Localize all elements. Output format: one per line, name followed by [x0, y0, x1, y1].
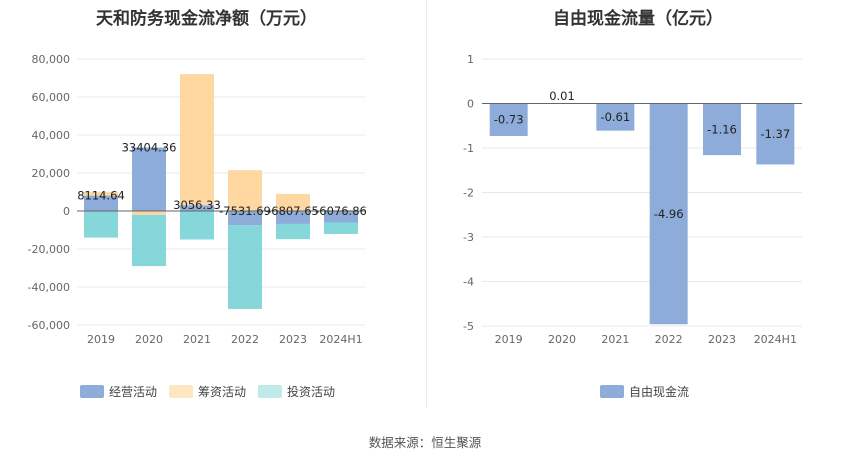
- x-tick-label: 2022: [655, 333, 683, 346]
- data-label: 33404.36: [122, 141, 177, 155]
- data-label: -0.61: [600, 110, 630, 124]
- bar-free-cash-flow-2023: [703, 103, 741, 156]
- bar-investing-2022: [228, 225, 262, 309]
- data-label: 0.01: [549, 89, 575, 103]
- bar-investing-2024H1: [324, 222, 358, 234]
- bar-financing-2023: [276, 193, 310, 211]
- y-tick-label: 1: [467, 53, 474, 66]
- y-tick-label: -1: [463, 142, 474, 155]
- bar-free-cash-flow-2019: [489, 103, 528, 136]
- data-label: -0.73: [494, 113, 524, 127]
- legend-label-operating: 经营活动: [109, 385, 158, 399]
- legend-label-financing: 筹资活动: [198, 385, 247, 399]
- bar-financing-2021: [180, 74, 214, 206]
- y-tick-label: -3: [463, 231, 474, 244]
- x-tick-label: 2023: [708, 333, 736, 346]
- x-tick-label: 2020: [548, 333, 576, 346]
- y-tick-label: -4: [463, 276, 474, 289]
- data-source: 数据来源：恒生聚源: [368, 435, 482, 450]
- bar-operating-2021: [180, 205, 214, 211]
- y-tick-label: 20,000: [32, 167, 71, 180]
- data-label: -6076.86: [315, 204, 367, 218]
- bar-operating-2019: [84, 195, 118, 211]
- legend-swatch-free-cash-flow: [600, 385, 624, 398]
- x-tick-label: 2019: [495, 333, 523, 346]
- bar-free-cash-flow-2021: [596, 103, 635, 131]
- y-tick-label: -20,000: [28, 243, 70, 256]
- y-tick-label: 60,000: [32, 91, 71, 104]
- legend-item-operating[interactable]: 经营活动: [80, 383, 157, 400]
- x-tick-label: 2024H1: [754, 333, 797, 346]
- bar-financing-2019: [84, 191, 118, 196]
- bar-investing-2019: [84, 211, 118, 238]
- data-label: -1.37: [760, 127, 790, 141]
- y-tick-label: 0: [63, 205, 70, 218]
- legend-item-investing[interactable]: 投资活动: [258, 383, 335, 400]
- legend-swatch-operating: [80, 385, 104, 398]
- bar-operating-2020: [132, 147, 166, 211]
- data-label: 3056.33: [173, 198, 221, 212]
- x-tick-label: 2023: [279, 333, 307, 346]
- left-chart-title: 天和防务现金流净额（万元）: [96, 9, 317, 29]
- x-tick-label: 2019: [87, 333, 115, 346]
- bar-financing-2020: [132, 211, 166, 215]
- legend-swatch-financing: [169, 385, 193, 398]
- y-tick-label: 40,000: [32, 129, 71, 142]
- x-tick-label: 2020: [135, 333, 163, 346]
- y-tick-label: -60,000: [28, 319, 70, 332]
- panel-divider: [426, 0, 427, 408]
- bar-free-cash-flow-2024H1: [756, 103, 795, 165]
- x-tick-label: 2021: [183, 333, 211, 346]
- legend-swatch-investing: [258, 385, 282, 398]
- data-label: -1.16: [707, 122, 737, 136]
- bar-investing-2021: [180, 211, 214, 240]
- data-label: -4.96: [654, 207, 684, 221]
- bar-operating-2022: [228, 211, 262, 226]
- bar-financing-2022: [228, 170, 262, 211]
- y-tick-label: -40,000: [28, 281, 70, 294]
- x-tick-label: 2021: [601, 333, 629, 346]
- y-tick-label: -2: [463, 187, 474, 200]
- x-tick-label: 2024H1: [319, 333, 362, 346]
- bar-investing-2023: [276, 223, 310, 240]
- y-tick-label: 80,000: [32, 53, 71, 66]
- bar-free-cash-flow-2022: [649, 103, 688, 325]
- right-chart-title: 自由现金流量（亿元）: [553, 9, 723, 29]
- bar-operating-2024H1: [324, 211, 358, 223]
- bar-investing-2020: [132, 214, 166, 267]
- data-label: -6807.65: [267, 204, 319, 218]
- bar-operating-2023: [276, 211, 310, 224]
- y-tick-label: 0: [467, 98, 474, 111]
- legend-item-financing[interactable]: 筹资活动: [169, 383, 246, 400]
- data-label: -7531.69: [219, 204, 271, 218]
- x-tick-label: 2022: [231, 333, 259, 346]
- data-label: 8114.64: [77, 189, 125, 203]
- legend-item-free-cash-flow[interactable]: 自由现金流: [600, 383, 689, 400]
- legend-label-free-cash-flow: 自由现金流: [629, 385, 690, 399]
- y-tick-label: -5: [463, 320, 474, 333]
- legend-label-investing: 投资活动: [287, 385, 336, 399]
